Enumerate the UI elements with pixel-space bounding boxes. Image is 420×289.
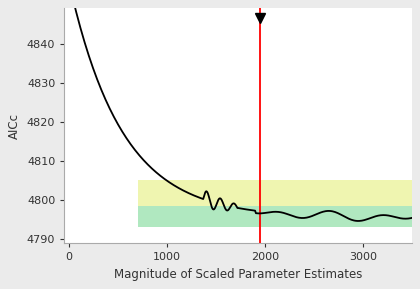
Bar bbox=[138, 206, 412, 227]
Y-axis label: AICc: AICc bbox=[8, 113, 21, 139]
X-axis label: Magnitude of Scaled Parameter Estimates: Magnitude of Scaled Parameter Estimates bbox=[114, 268, 362, 281]
Bar bbox=[138, 181, 412, 210]
